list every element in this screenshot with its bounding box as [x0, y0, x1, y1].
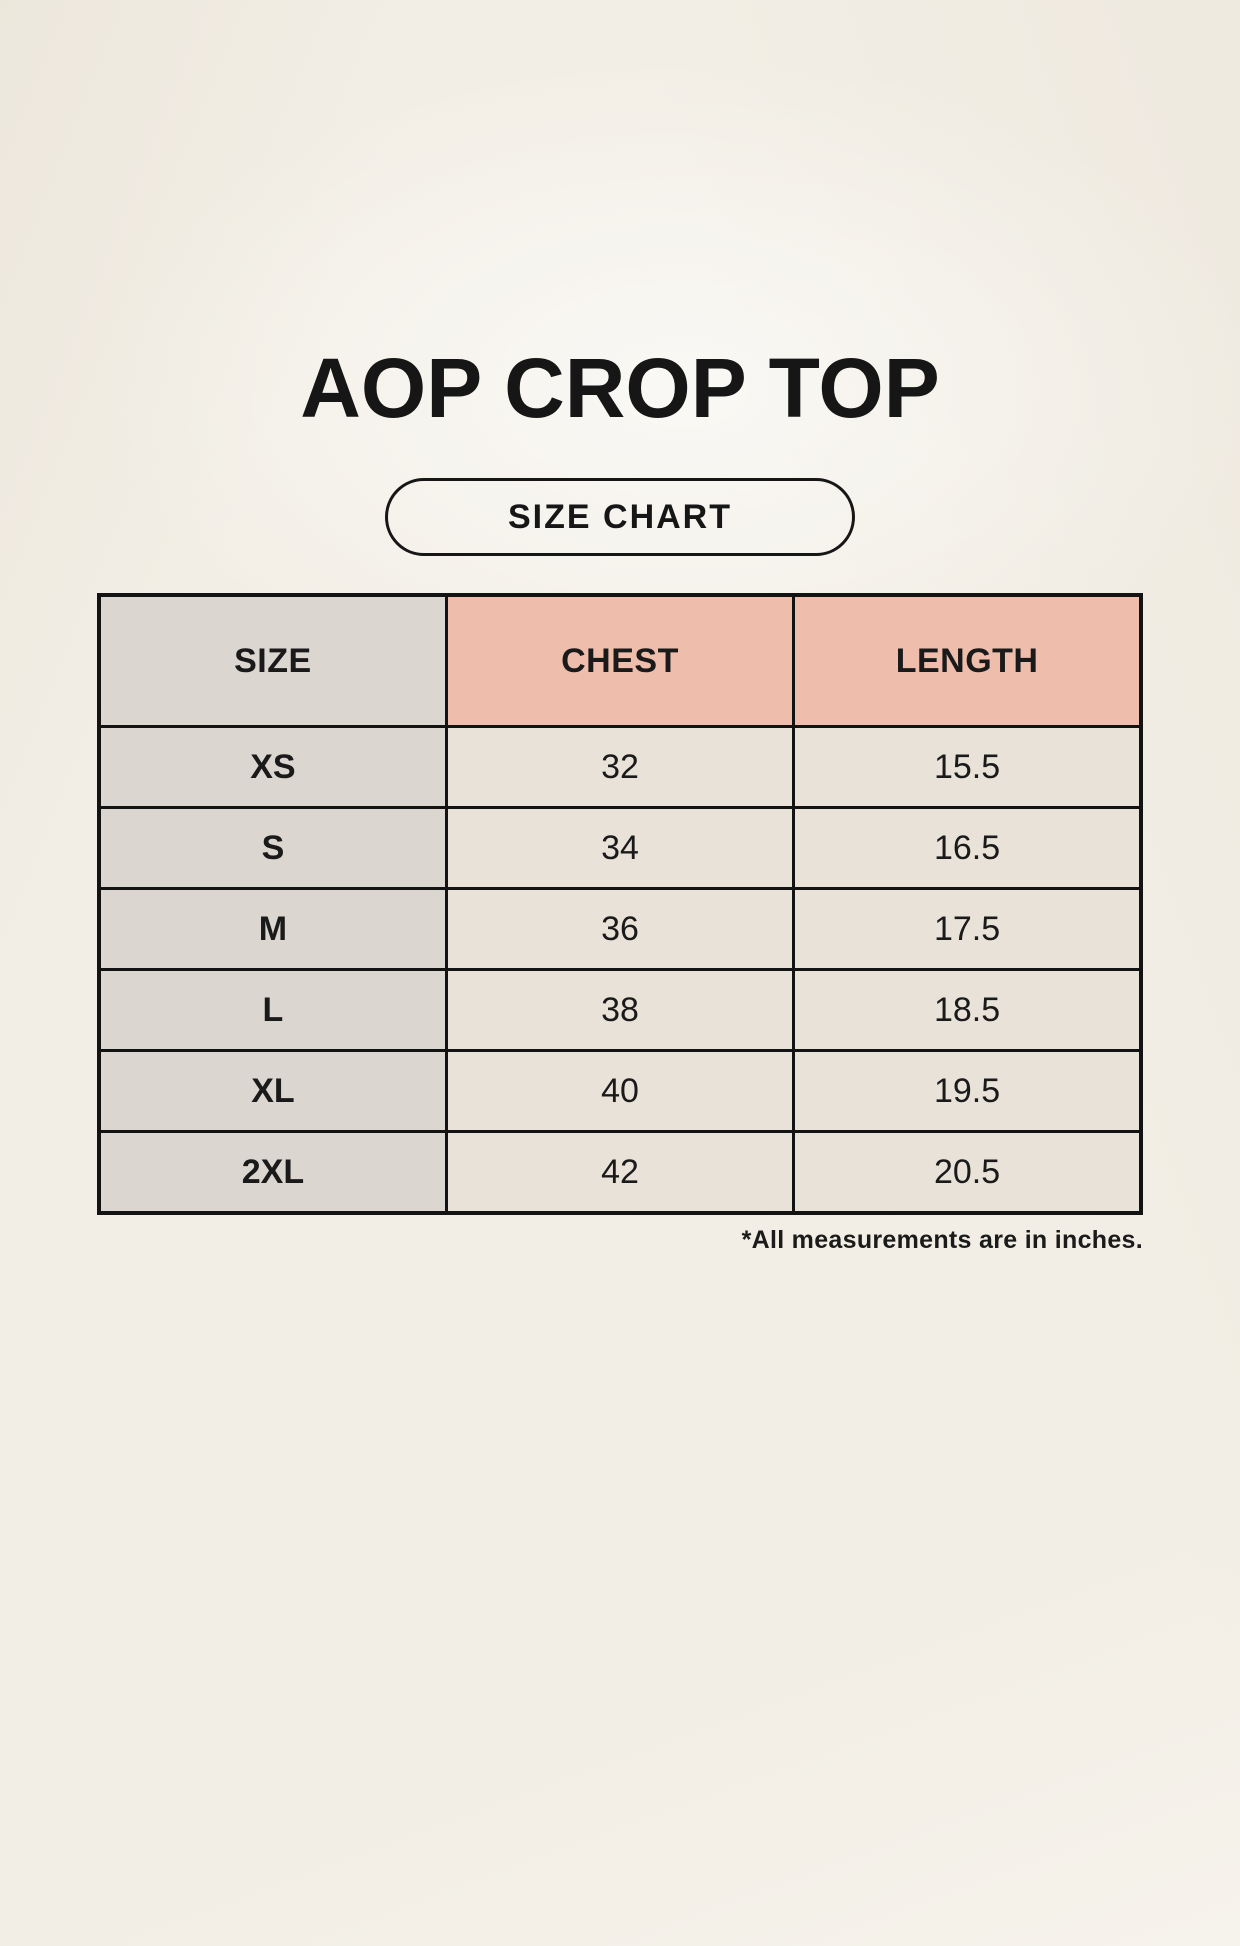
table-row: 2XL 42 20.5	[97, 1130, 1143, 1215]
length-cell: 20.5	[792, 1130, 1143, 1215]
measurements-footnote: *All measurements are in inches.	[741, 1226, 1143, 1254]
length-cell: 15.5	[792, 725, 1143, 809]
table-row: M 36 17.5	[97, 887, 1143, 971]
chest-cell: 34	[444, 806, 796, 890]
size-cell: L	[97, 968, 448, 1052]
column-header-length: LENGTH	[792, 593, 1143, 728]
size-chart-button-label: SIZE CHART	[508, 497, 732, 536]
chest-cell: 32	[444, 725, 796, 809]
chest-cell: 42	[444, 1130, 796, 1215]
chest-cell: 38	[444, 968, 796, 1052]
size-chart-table-container: SIZE CHEST LENGTH XS 32 15.5 S 34 16.5 M…	[97, 593, 1143, 1215]
size-chart-table: SIZE CHEST LENGTH XS 32 15.5 S 34 16.5 M…	[97, 593, 1143, 1215]
column-header-chest: CHEST	[444, 593, 796, 728]
length-cell: 19.5	[792, 1049, 1143, 1133]
table-row: XL 40 19.5	[97, 1049, 1143, 1133]
size-cell: XL	[97, 1049, 448, 1133]
chest-cell: 40	[444, 1049, 796, 1133]
table-row: XS 32 15.5	[97, 725, 1143, 809]
chest-cell: 36	[444, 887, 796, 971]
table-header-row: SIZE CHEST LENGTH	[97, 593, 1143, 728]
length-cell: 17.5	[792, 887, 1143, 971]
size-cell: M	[97, 887, 448, 971]
page-title: AOP CROP TOP	[300, 341, 940, 435]
column-header-size: SIZE	[97, 593, 448, 728]
size-cell: 2XL	[97, 1130, 448, 1215]
size-chart-button[interactable]: SIZE CHART	[385, 478, 855, 556]
size-cell: S	[97, 806, 448, 890]
table-row: L 38 18.5	[97, 968, 1143, 1052]
table-row: S 34 16.5	[97, 806, 1143, 890]
size-cell: XS	[97, 725, 448, 809]
length-cell: 16.5	[792, 806, 1143, 890]
length-cell: 18.5	[792, 968, 1143, 1052]
